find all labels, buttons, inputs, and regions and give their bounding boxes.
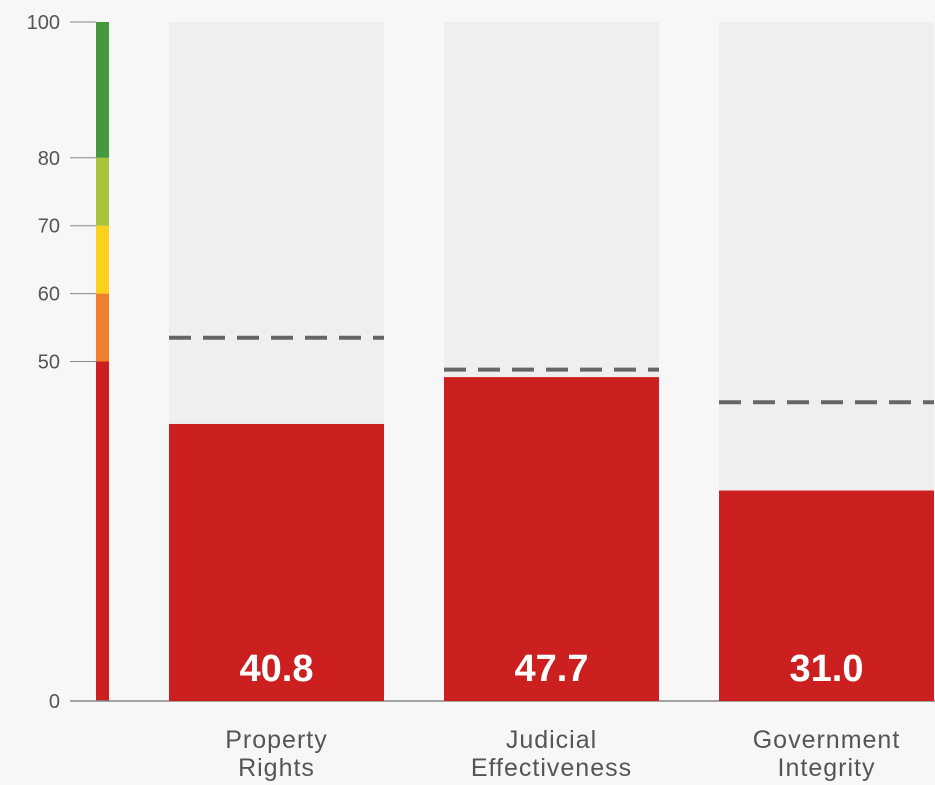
- category-label-2: Integrity: [778, 754, 876, 782]
- bar-1: [444, 377, 659, 701]
- y-tick-label: 100: [27, 12, 60, 34]
- scale-segment-2: [96, 225, 109, 294]
- bar-0: [169, 423, 384, 701]
- y-tick-label: 50: [38, 352, 60, 374]
- category-label-0: Rights: [238, 754, 315, 782]
- y-tick-label: 0: [49, 691, 60, 713]
- y-tick-label: 80: [38, 148, 60, 170]
- scale-segment-4: [96, 22, 109, 158]
- value-label-2: 31.0: [790, 648, 864, 690]
- value-label-0: 40.8: [240, 648, 314, 690]
- y-tick-label: 70: [38, 216, 60, 238]
- category-label-1: Judicial: [506, 726, 597, 754]
- value-label-1: 47.7: [515, 648, 589, 690]
- category-label-2: Government: [753, 726, 901, 754]
- category-label-1: Effectiveness: [471, 754, 632, 782]
- bar-2: [719, 490, 934, 701]
- scale-segment-0: [96, 361, 109, 701]
- scale-segment-1: [96, 293, 109, 362]
- y-tick-label: 60: [38, 284, 60, 306]
- scale-segment-3: [96, 157, 109, 226]
- category-label-0: Property: [225, 726, 327, 754]
